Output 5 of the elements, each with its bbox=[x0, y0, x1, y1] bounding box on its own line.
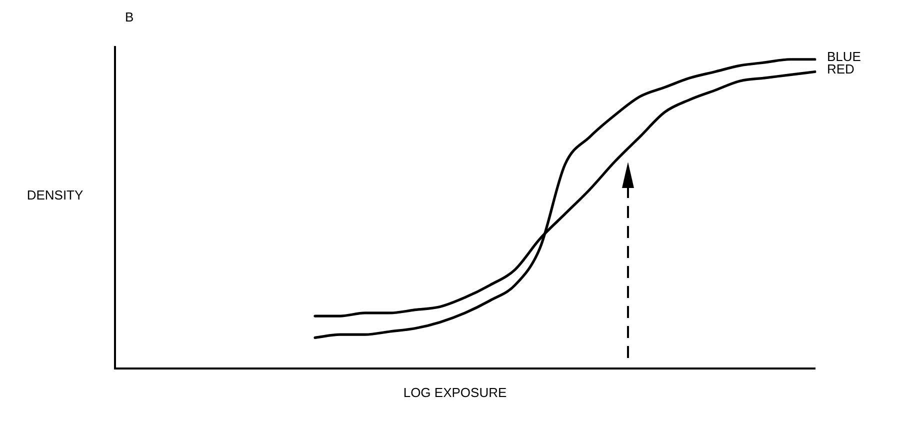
y-axis-title: DENSITY bbox=[26, 187, 84, 202]
x-axis-title: LOG EXPOSURE bbox=[403, 385, 507, 400]
series-label: BLUE bbox=[827, 48, 862, 64]
series-label: RED bbox=[827, 61, 854, 76]
text: B bbox=[125, 10, 134, 25]
